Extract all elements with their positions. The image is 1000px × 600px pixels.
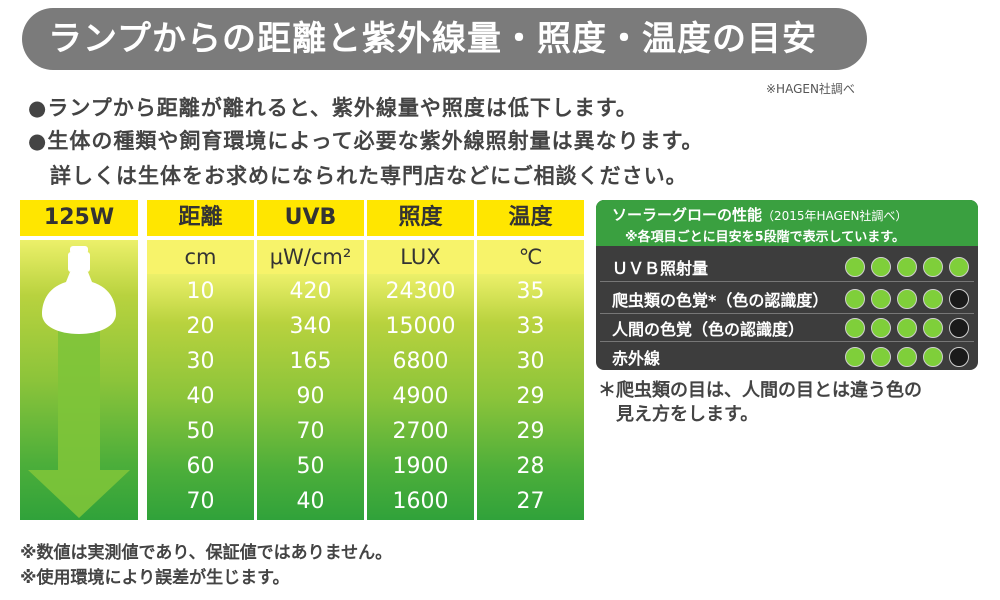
reptile-note-line-1: ＊爬虫類の目は、人間の目とは違う色の <box>598 380 922 401</box>
divider <box>600 313 974 314</box>
bullet-3: 詳しくは生体をお求めになられた専門店などにご相談ください。 <box>50 164 688 188</box>
panel-title-text: ソーラーグローの性能 <box>612 206 763 224</box>
table-cell: 30 <box>516 349 545 374</box>
temperature-body <box>477 274 584 520</box>
panel-title-note: （2015年HAGEN社調べ） <box>762 209 908 223</box>
performance-row-label: 赤外線 <box>612 349 661 368</box>
panel-title: ソーラーグローの性能（2015年HAGEN社調べ） <box>612 204 907 225</box>
table-cell: 50 <box>296 454 325 479</box>
rating-dot-on <box>871 289 891 309</box>
table-cell: 28 <box>516 454 545 479</box>
bullet-2: ●生体の種類や飼育環境によって必要な紫外線照射量は異なります。 <box>28 129 704 153</box>
table-cell: 24300 <box>385 279 456 304</box>
distance-column: 距離 cm 10 20 30 40 50 60 70 <box>147 200 254 520</box>
rating-dot-on <box>923 289 943 309</box>
table-cell: 10 <box>186 279 215 304</box>
bullet-1: ●ランプから距離が離れると、紫外線量や照度は低下します。 <box>28 96 638 120</box>
performance-row: 爬虫類の色覚*（色の認識度） <box>600 284 974 312</box>
table-cell: 70 <box>186 489 215 514</box>
table-cell: 4900 <box>392 384 449 409</box>
performance-panel-header <box>596 200 978 246</box>
bulb-base-icon <box>68 252 90 272</box>
rating-dots <box>845 347 969 367</box>
performance-row: ＵＶＢ照射量 <box>600 252 974 280</box>
rating-dot-on <box>871 347 891 367</box>
panel-subtitle: ※各項目ごとに目安を5段階で表示しています。 <box>625 230 905 245</box>
divider <box>600 281 974 282</box>
table-cell: 2700 <box>392 419 449 444</box>
footer-note-1: ※数値は実測値であり、保証値ではありません。 <box>20 543 393 563</box>
bulb-icon <box>42 272 116 334</box>
rating-dots <box>845 257 969 277</box>
distance-unit: cm <box>147 240 254 274</box>
rating-dot-on <box>871 257 891 277</box>
temperature-header: 温度 <box>477 200 584 236</box>
lamp-header: 125W <box>20 200 138 236</box>
rating-dot-on <box>897 318 917 338</box>
illuminance-column: 照度 LUX 24300 15000 6800 4900 2700 1900 1… <box>367 200 474 520</box>
table-cell: 1900 <box>392 454 449 479</box>
rating-dot-on <box>923 257 943 277</box>
table-cell: 20 <box>186 314 215 339</box>
table-cell: 165 <box>289 349 332 374</box>
lamp-column: 125W <box>20 200 138 520</box>
rating-dot-on <box>845 347 865 367</box>
performance-row-label: ＵＶＢ照射量 <box>612 259 709 278</box>
table-cell: 6800 <box>392 349 449 374</box>
divider <box>600 341 974 342</box>
table-cell: 27 <box>516 489 545 514</box>
illuminance-body <box>367 274 474 520</box>
uvb-unit: μW/cm² <box>257 240 364 274</box>
rating-dot-on <box>845 289 865 309</box>
illuminance-header: 照度 <box>367 200 474 236</box>
illuminance-unit: LUX <box>367 240 474 274</box>
rating-dot-off <box>949 347 969 367</box>
table-cell: 90 <box>296 384 325 409</box>
source-note: ※HAGEN社調べ <box>766 82 855 96</box>
rating-dot-on <box>845 318 865 338</box>
table-cell: 420 <box>289 279 332 304</box>
temperature-unit: ℃ <box>477 240 584 274</box>
performance-row: 人間の色覚（色の認識度） <box>600 313 974 341</box>
page-title: ランプからの距離と紫外線量・照度・温度の目安 <box>22 8 867 70</box>
performance-row: 赤外線 <box>600 342 974 370</box>
distance-body <box>147 274 254 520</box>
down-arrow-icon <box>28 300 130 518</box>
footer-note-2: ※使用環境により誤差が生じます。 <box>20 568 290 588</box>
table-cell: 15000 <box>385 314 456 339</box>
rating-dot-on <box>845 257 865 277</box>
rating-dot-on <box>897 289 917 309</box>
rating-dot-off <box>949 318 969 338</box>
temperature-column: 温度 ℃ 35 33 30 29 29 28 27 <box>477 200 584 520</box>
lamp-arrow-graphic <box>28 246 130 518</box>
uvb-column: UVB μW/cm² 420 340 165 90 70 50 40 <box>257 200 364 520</box>
table-cell: 50 <box>186 419 215 444</box>
rating-dots <box>845 289 969 309</box>
table-cell: 29 <box>516 419 545 444</box>
rating-dot-on <box>871 318 891 338</box>
uvb-body <box>257 274 364 520</box>
table-cell: 33 <box>516 314 545 339</box>
table-cell: 1600 <box>392 489 449 514</box>
rating-dot-on <box>923 347 943 367</box>
rating-dot-on <box>949 257 969 277</box>
performance-row-label: 人間の色覚（色の認識度） <box>612 320 805 339</box>
uvb-header: UVB <box>257 200 364 236</box>
rating-dots <box>845 318 969 338</box>
table-cell: 70 <box>296 419 325 444</box>
table-cell: 29 <box>516 384 545 409</box>
table-cell: 35 <box>516 279 545 304</box>
distance-header: 距離 <box>147 200 254 236</box>
rating-dot-on <box>923 318 943 338</box>
table-cell: 60 <box>186 454 215 479</box>
table-cell: 340 <box>289 314 332 339</box>
performance-row-label: 爬虫類の色覚*（色の認識度） <box>612 291 829 310</box>
table-cell: 30 <box>186 349 215 374</box>
rating-dot-on <box>897 347 917 367</box>
table-cell: 40 <box>186 384 215 409</box>
reptile-note-line-2: 見え方をします。 <box>616 404 759 425</box>
rating-dot-off <box>949 289 969 309</box>
table-cell: 40 <box>296 489 325 514</box>
rating-dot-on <box>897 257 917 277</box>
